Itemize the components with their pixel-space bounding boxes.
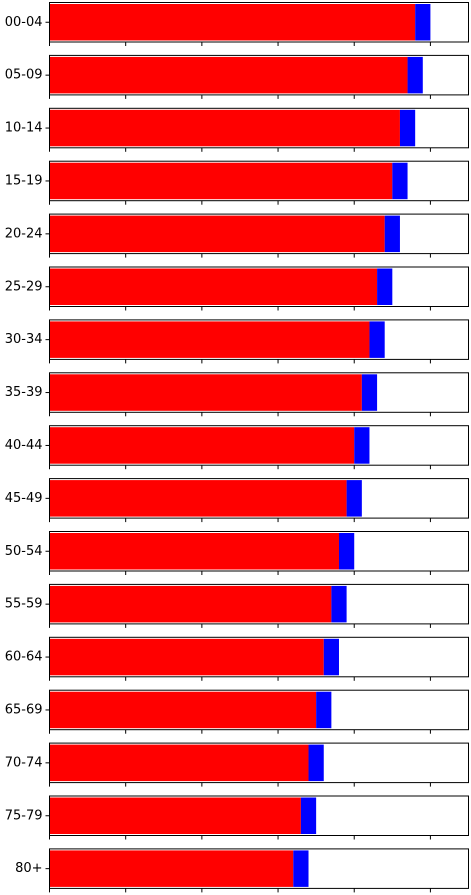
y-tick-label-20-24: 20-24 (5, 226, 43, 241)
bar-50-54-segment-1 (338, 533, 355, 570)
y-tick-label-60-64: 60-64 (5, 650, 43, 665)
panel-00-04: 00-04 (5, 2, 469, 46)
panel-50-54: 50-54 (5, 531, 469, 575)
panel-75-79: 75-79 (5, 795, 469, 840)
y-tick-label-75-79: 75-79 (5, 808, 43, 823)
y-tick-label-35-39: 35-39 (5, 385, 43, 400)
bar-60-64-segment-1 (323, 638, 339, 676)
panel-10-14: 10-14 (5, 107, 469, 152)
bar-80+-segment-0 (49, 850, 294, 887)
y-tick-label-55-59: 55-59 (5, 597, 43, 612)
y-tick-label-40-44: 40-44 (5, 438, 43, 453)
bar-35-39-segment-1 (361, 374, 378, 411)
bar-25-29-segment-0 (49, 268, 378, 305)
panel-45-49: 45-49 (5, 478, 469, 523)
bar-70-74-segment-0 (49, 744, 309, 782)
bar-80+-segment-1 (293, 850, 309, 887)
bar-30-34-segment-0 (49, 321, 370, 358)
bar-15-19-segment-1 (392, 162, 408, 200)
bar-00-04-segment-0 (49, 4, 416, 41)
bar-20-24-segment-0 (49, 215, 385, 253)
bar-65-69-segment-1 (316, 691, 332, 729)
y-tick-label-50-54: 50-54 (5, 544, 43, 559)
bar-50-54-segment-0 (49, 533, 339, 570)
panel-20-24: 20-24 (5, 213, 469, 258)
bar-40-44-segment-0 (49, 427, 355, 464)
bar-05-09-segment-0 (49, 56, 408, 94)
bar-70-74-segment-1 (308, 744, 324, 782)
bar-75-79-segment-1 (300, 797, 317, 834)
bar-55-59-segment-0 (49, 585, 332, 623)
y-tick-label-15-19: 15-19 (5, 173, 43, 188)
panel-15-19: 15-19 (5, 160, 469, 205)
bar-30-34-segment-1 (369, 321, 385, 358)
y-tick-label-70-74: 70-74 (5, 755, 43, 770)
bar-10-14-segment-0 (49, 109, 400, 147)
panel-55-59: 55-59 (5, 583, 469, 628)
bar-05-09-segment-1 (407, 56, 423, 94)
panel-80+: 80+ (15, 848, 469, 893)
y-tick-label-10-14: 10-14 (5, 121, 43, 136)
y-tick-label-30-34: 30-34 (5, 332, 43, 347)
panel-65-69: 65-69 (5, 689, 469, 734)
y-tick-label-00-04: 00-04 (5, 15, 43, 30)
y-tick-label-25-29: 25-29 (5, 279, 43, 294)
panel-30-34: 30-34 (5, 319, 469, 364)
y-tick-label-05-09: 05-09 (5, 68, 43, 83)
bar-55-59-segment-1 (331, 585, 347, 623)
bar-00-04-segment-1 (415, 4, 431, 41)
panel-70-74: 70-74 (5, 742, 469, 787)
panel-40-44: 40-44 (5, 425, 469, 470)
bar-45-49-segment-0 (49, 480, 347, 517)
y-tick-label-45-49: 45-49 (5, 491, 43, 506)
panel-35-39: 35-39 (5, 372, 469, 417)
bar-15-19-segment-0 (49, 162, 393, 200)
panel-60-64: 60-64 (5, 636, 469, 681)
y-tick-label-65-69: 65-69 (5, 702, 43, 717)
bar-40-44-segment-1 (354, 427, 370, 464)
bar-25-29-segment-1 (377, 268, 393, 305)
bar-35-39-segment-0 (49, 374, 362, 411)
y-tick-label-80+: 80+ (15, 861, 42, 876)
bar-65-69-segment-0 (49, 691, 317, 729)
bar-20-24-segment-1 (384, 215, 400, 253)
panel-05-09: 05-09 (5, 54, 469, 99)
panel-25-29: 25-29 (5, 266, 469, 311)
bar-60-64-segment-0 (49, 638, 324, 676)
bar-10-14-segment-1 (399, 109, 416, 147)
bar-45-49-segment-1 (346, 480, 362, 517)
bar-75-79-segment-0 (49, 797, 301, 834)
